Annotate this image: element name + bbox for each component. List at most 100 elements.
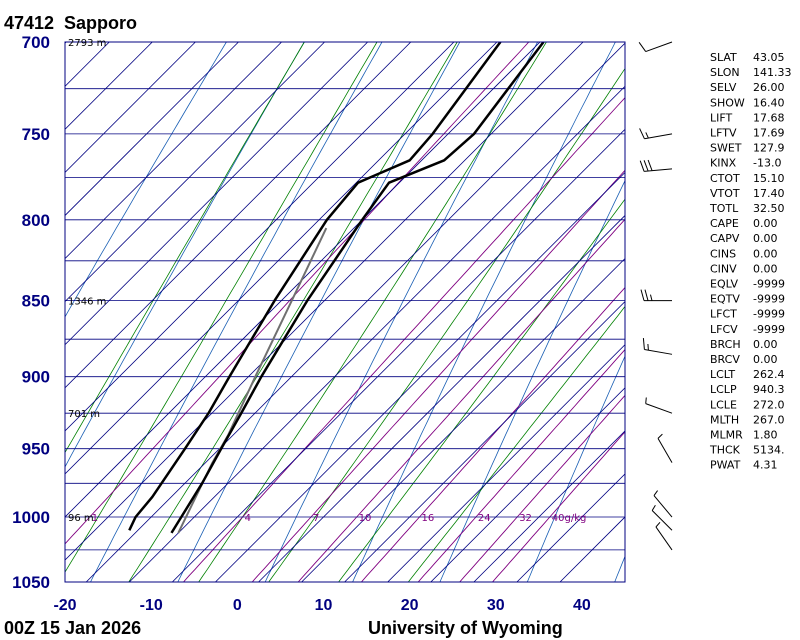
index-value: 272.0 <box>753 398 785 411</box>
index-name: PWAT <box>710 459 741 472</box>
index-value: 4.31 <box>753 459 778 472</box>
index-name: CAPV <box>710 232 740 245</box>
mixing-ratio-line <box>491 431 625 582</box>
isotherm <box>65 42 541 518</box>
dry-adiabat <box>65 42 227 318</box>
wind-barb-shaft <box>651 510 673 531</box>
wind-barb-shaft <box>653 495 673 518</box>
isotherm <box>65 42 455 432</box>
index-row: LFTV 17.69 <box>710 127 785 140</box>
wind-barb-flag <box>642 338 645 350</box>
mixing-ratio-label: 1 <box>92 513 98 524</box>
index-row: EQTV -9999 <box>710 293 785 306</box>
index-row: EQLV -9999 <box>710 278 785 291</box>
index-value: -13.0 <box>753 157 781 170</box>
index-row: CINS 0.00 <box>710 247 778 260</box>
pressure-tick-label: 1050 <box>12 573 50 592</box>
mixing-ratio-label: 40g/kg <box>552 513 587 524</box>
index-value: 16.40 <box>753 96 785 109</box>
index-value: -9999 <box>753 308 785 321</box>
isotherm <box>172 128 625 582</box>
wind-barb-flag <box>647 159 653 171</box>
index-name: SWET <box>710 142 742 155</box>
plot-area <box>0 42 625 582</box>
index-name: LFCV <box>710 323 738 336</box>
wind-barb-shaft <box>644 168 673 172</box>
temperature-tick-label: 20 <box>401 597 419 614</box>
index-value: -9999 <box>753 278 785 291</box>
mixing-ratio-line <box>417 348 625 582</box>
isotherm <box>65 42 196 173</box>
index-row: MLMR 1.80 <box>710 429 778 442</box>
height-label: 1346 m <box>68 297 106 308</box>
pressure-tick-label: 750 <box>22 125 50 144</box>
index-value: -9999 <box>753 293 785 306</box>
index-row: SLON 141.33 <box>710 66 792 79</box>
station-name: Sapporo <box>64 13 137 33</box>
index-name: BRCH <box>710 338 741 351</box>
moist-adiabat <box>338 198 625 582</box>
index-name: CAPE <box>710 217 739 230</box>
index-value: -9999 <box>753 323 785 336</box>
temperature-tick-label: 10 <box>315 597 333 614</box>
wind-barb-shaft <box>644 133 673 140</box>
mixing-ratio-label: 7 <box>313 513 319 524</box>
wind-barb <box>638 41 673 53</box>
isotherm <box>65 42 584 561</box>
index-row: CAPE 0.00 <box>710 217 778 230</box>
index-name: LCLE <box>710 398 737 411</box>
isotherm <box>65 42 412 389</box>
index-name: KINX <box>710 157 737 170</box>
wind-barb <box>651 504 673 531</box>
chart-title: 47412 Sapporo <box>4 13 137 33</box>
wind-barb-flag <box>647 343 649 351</box>
index-value: 0.00 <box>753 353 778 366</box>
wind-barb <box>653 490 673 518</box>
index-name: EQTV <box>710 293 740 306</box>
index-value: 262.4 <box>753 368 785 381</box>
wind-barb-flag <box>650 294 653 301</box>
index-name: EQLV <box>710 278 739 291</box>
index-row: TOTL 32.50 <box>709 202 785 215</box>
wind-barb-flag <box>653 490 659 496</box>
mixing-ratio-line <box>182 97 625 582</box>
index-value: 940.3 <box>753 383 785 396</box>
temperature-tick-label: -20 <box>53 597 76 614</box>
isotherm <box>65 42 325 303</box>
index-name: BRCV <box>710 353 740 366</box>
axis-labels: 700 750 800 850 900 950 1000 1050-20 -10 0 10 20 30 4… <box>12 33 591 614</box>
index-name: MLTH <box>710 413 739 426</box>
pressure-tick-label: 1000 <box>12 508 50 527</box>
index-name: LCLP <box>710 383 737 396</box>
index-value: 0.00 <box>753 232 778 245</box>
pressure-tick-label: 950 <box>22 440 50 459</box>
wind-barb <box>657 433 673 463</box>
wind-barb-flag <box>655 521 661 528</box>
wind-barb-flag <box>643 160 649 172</box>
index-row: CTOT 15.10 <box>710 172 785 185</box>
index-value: 127.9 <box>753 142 785 155</box>
isotherm <box>65 42 368 346</box>
isotherm <box>65 42 498 475</box>
index-value: 1.80 <box>753 429 778 442</box>
index-value: 5134. <box>753 444 785 457</box>
mixing-ratio-label: 4 <box>245 513 251 524</box>
index-row: BRCH 0.00 <box>710 338 778 351</box>
mixing-ratio-line <box>459 394 625 582</box>
isotherm <box>301 258 625 582</box>
index-name: SHOW <box>710 96 745 109</box>
isotherm <box>65 42 153 130</box>
index-name: SELV <box>710 81 737 94</box>
height-label: 2793 m <box>68 38 106 49</box>
index-value: 0.00 <box>753 338 778 351</box>
wind-barb <box>640 289 672 302</box>
index-row: LIFT 17.68 <box>710 111 785 124</box>
index-row: LFCT -9999 <box>710 308 785 321</box>
index-row: SHOW 16.40 <box>710 96 785 109</box>
index-value: 15.10 <box>753 172 785 185</box>
stability-indices: SLAT 43.05 SLON 141.33 SELV 26.00 SHOW 16.40 LIF… <box>709 51 792 472</box>
index-row: VTOT 17.40 <box>710 187 785 200</box>
index-value: 141.33 <box>753 66 792 79</box>
temperature-tick-label: -10 <box>140 597 163 614</box>
isotherm <box>0 42 23 582</box>
